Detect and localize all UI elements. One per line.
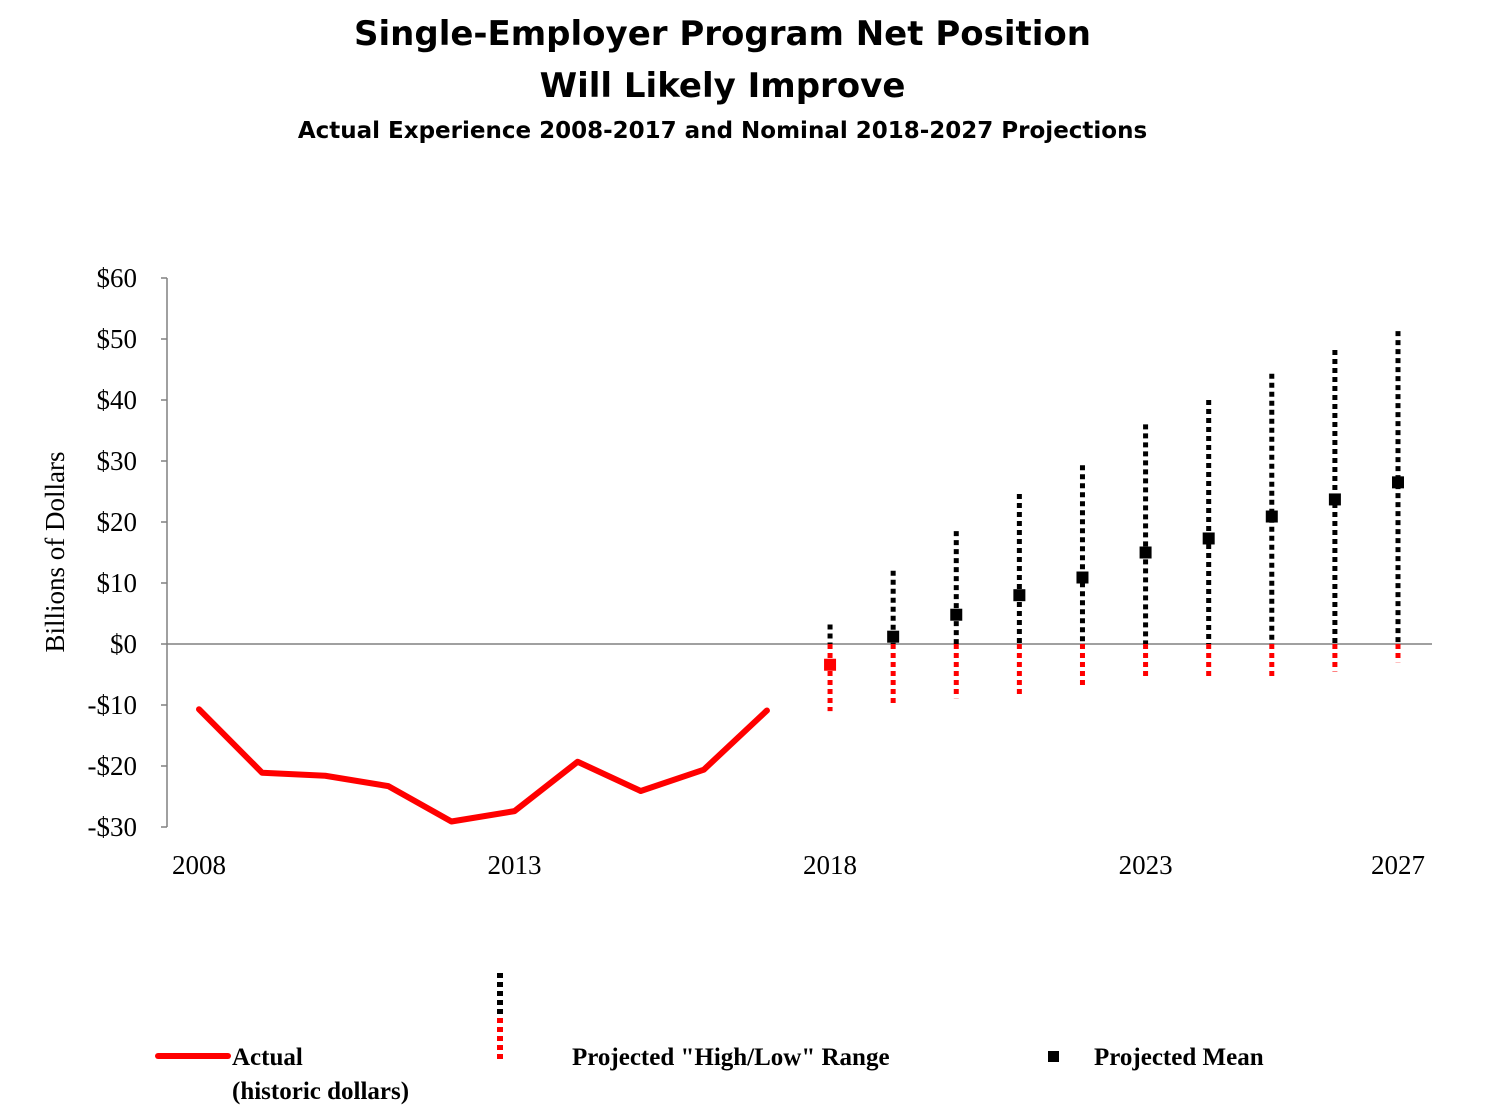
chart-title-line2: Will Likely Improve [539, 66, 906, 106]
x-tick-label: 2008 [172, 850, 226, 880]
mean-marker [1265, 510, 1278, 523]
x-tick-label: 2023 [1119, 850, 1173, 880]
mean-marker [950, 608, 963, 621]
actual-point [703, 769, 705, 771]
y-tick-label: $20 [97, 507, 138, 537]
y-axis-ticks: $60 $50 $40 $30 $20 $10 $0 -$10 -$20 -$30 [88, 263, 167, 842]
chart-subtitle: Actual Experience 2008-2017 and Nominal … [297, 118, 1148, 144]
mean-marker [1076, 571, 1089, 584]
legend-mean-label: Projected Mean [1094, 1044, 1264, 1071]
mean-marker [1392, 476, 1404, 489]
legend-range-label: Projected "High/Low" Range [572, 1044, 890, 1071]
legend: Actual (historic dollars) Projected "Hig… [155, 973, 1264, 1105]
actual-line [196, 706, 770, 825]
mean-marker [887, 630, 900, 643]
x-tick-label: 2027 [1371, 850, 1425, 880]
actual-series [196, 706, 770, 825]
axes [166, 278, 1432, 827]
actual-point [514, 810, 516, 812]
y-tick-label: -$30 [88, 812, 138, 842]
y-tick-label: $40 [97, 385, 138, 415]
mean-marker [1139, 546, 1152, 559]
actual-point [450, 821, 452, 823]
mean-marker [1013, 589, 1026, 602]
actual-point [198, 708, 200, 710]
actual-point [766, 709, 768, 711]
y-tick-label: $60 [97, 263, 138, 293]
actual-point [387, 785, 389, 787]
range-bars [827, 331, 1401, 712]
actual-point [577, 761, 579, 763]
mean-marker [1202, 532, 1215, 545]
x-axis-ticks: 2008 2013 2018 2023 2027 [172, 850, 1425, 880]
y-tick-label: $10 [97, 568, 138, 598]
y-tick-label: $30 [97, 446, 138, 476]
legend-actual-label-line2: (historic dollars) [232, 1078, 409, 1105]
y-axis-label: Billions of Dollars [40, 452, 70, 653]
legend-mean-swatch [1048, 1051, 1059, 1062]
actual-point [640, 790, 642, 792]
chart-title: Single-Employer Program Net Position [354, 14, 1091, 54]
mean-marker [824, 658, 837, 671]
y-tick-label: -$20 [88, 751, 138, 781]
x-tick-label: 2013 [488, 850, 542, 880]
y-tick-label: $50 [97, 324, 138, 354]
y-tick-label: -$10 [88, 690, 138, 720]
legend-actual-label: Actual [232, 1044, 303, 1071]
y-tick-label: $0 [110, 629, 137, 659]
x-tick-label: 2018 [803, 850, 857, 880]
actual-point [324, 775, 326, 777]
mean-marker [1328, 493, 1341, 506]
actual-point [261, 772, 263, 774]
mean-markers [824, 476, 1404, 671]
